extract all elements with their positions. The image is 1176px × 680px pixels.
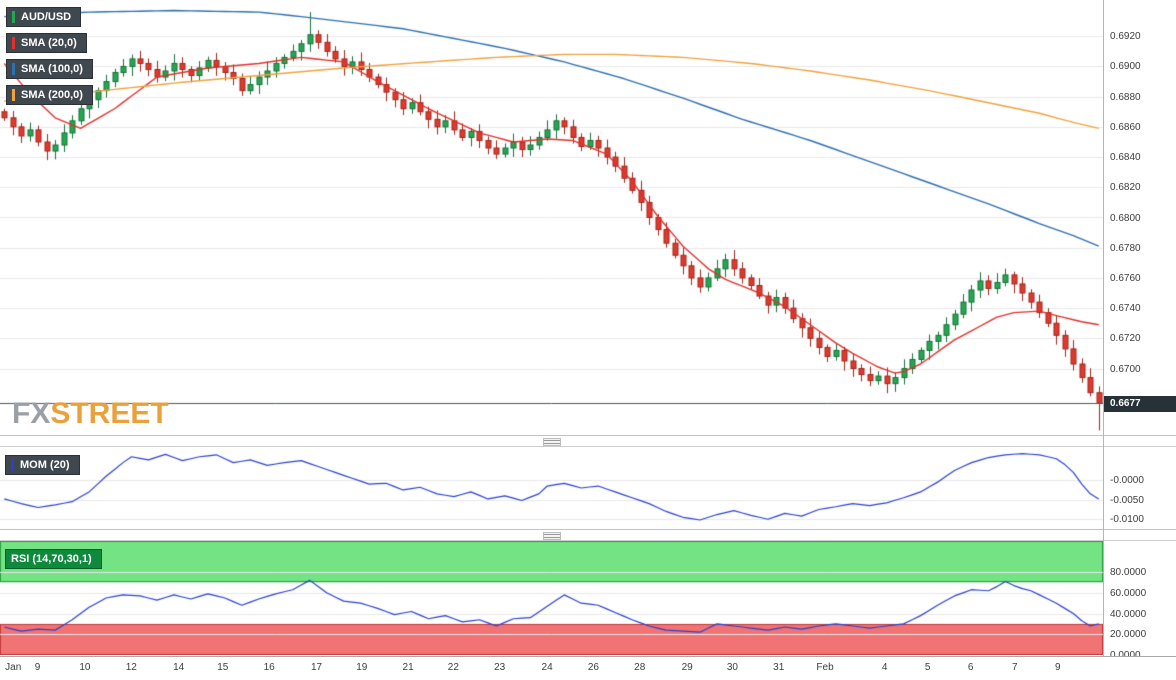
legend-label: AUD/USD <box>21 11 72 23</box>
momentum-axis[interactable]: -0.0000 -0.0050 -0.0100 <box>1104 447 1176 529</box>
price-axis[interactable]: 0.6920 0.6900 0.6880 0.6860 0.6840 0.6820 0.68… <box>1104 0 1176 435</box>
x-axis-label: 12 <box>125 662 137 673</box>
panel-separator <box>0 530 1176 540</box>
y-axis-tick: 80.0000 <box>1110 567 1147 579</box>
panel-resize-handle[interactable] <box>543 438 561 446</box>
x-axis-label: 16 <box>263 662 275 673</box>
chart-legend: AUD/USD SMA (20,0) SMA (100,0) SMA (200,… <box>6 7 93 111</box>
x-axis-label: 4 <box>881 662 888 673</box>
series-color-chip <box>12 63 15 75</box>
y-axis-tick: 0.6760 <box>1110 272 1141 284</box>
price-chart-canvas[interactable] <box>0 0 1103 435</box>
x-axis-label: 24 <box>541 662 553 673</box>
y-axis-tick: 0.6740 <box>1110 303 1141 315</box>
x-axis-label: Jan <box>5 662 22 673</box>
y-axis-tick: -0.0100 <box>1110 514 1144 526</box>
series-color-chip <box>12 11 15 23</box>
series-color-chip <box>11 459 14 471</box>
watermark-street: STREET <box>50 397 169 430</box>
x-axis-label: 28 <box>634 662 646 673</box>
y-axis-tick: 0.6820 <box>1110 182 1141 194</box>
legend-item-sma20[interactable]: SMA (20,0) <box>6 33 87 53</box>
y-axis-tick: -0.0050 <box>1110 494 1144 506</box>
fxstreet-watermark: FXSTREET <box>12 399 169 429</box>
price-panel: AUD/USD SMA (20,0) SMA (100,0) SMA (200,… <box>0 0 1176 436</box>
x-axis-label: 15 <box>217 662 229 673</box>
panel-separator <box>0 436 1176 446</box>
momentum-chart-canvas[interactable] <box>0 447 1103 529</box>
x-axis-label: 31 <box>773 662 785 673</box>
momentum-panel: MOM (20) -0.0000 -0.0050 -0.0100 <box>0 446 1176 530</box>
y-axis-tick: 40.0000 <box>1110 608 1147 620</box>
x-axis-label: 21 <box>402 662 414 673</box>
indicator-label: MOM (20) <box>20 459 70 471</box>
y-axis-tick: -0.0000 <box>1110 475 1144 487</box>
axis-divider-line <box>1103 0 1104 656</box>
y-axis-tick: 0.6860 <box>1110 121 1141 133</box>
y-axis-tick: 0.6720 <box>1110 333 1141 345</box>
rsi-indicator-badge[interactable]: RSI (14,70,30,1) <box>5 549 102 569</box>
legend-label: SMA (100,0) <box>21 63 83 75</box>
x-axis-label: 5 <box>924 662 931 673</box>
time-axis[interactable]: Jan 9 10 12 14 15 16 17 19 21 22 23 24 26 28 29 30 31 Feb 4… <box>0 656 1176 680</box>
rsi-panel: RSI (14,70,30,1) 80.0000 60.0000 40.0000 20… <box>0 540 1176 661</box>
x-axis-label: 30 <box>726 662 738 673</box>
x-axis-label: 19 <box>356 662 368 673</box>
series-color-chip <box>12 89 15 101</box>
last-price-badge: 0.6677 <box>1104 395 1176 412</box>
x-axis-label: 26 <box>587 662 599 673</box>
series-color-chip <box>12 37 15 49</box>
momentum-plot-area[interactable] <box>0 447 1103 529</box>
y-axis-tick: 0.6880 <box>1110 91 1141 103</box>
watermark-fx: FX <box>12 397 51 430</box>
panel-resize-handle[interactable] <box>543 532 561 540</box>
rsi-plot-area[interactable] <box>0 541 1103 655</box>
legend-item-sma200[interactable]: SMA (200,0) <box>6 85 93 105</box>
x-axis-label: 22 <box>447 662 459 673</box>
rsi-axis[interactable]: 80.0000 60.0000 40.0000 20.0000 0.0000 <box>1104 541 1176 661</box>
legend-label: SMA (200,0) <box>21 89 83 101</box>
price-plot-area[interactable] <box>0 0 1103 435</box>
x-axis-label: 10 <box>79 662 91 673</box>
x-axis-label: 6 <box>967 662 974 673</box>
legend-item-sma100[interactable]: SMA (100,0) <box>6 59 93 79</box>
y-axis-tick: 0.0000 <box>1110 650 1141 661</box>
rsi-chart-canvas[interactable] <box>0 541 1103 655</box>
legend-item-audusd[interactable]: AUD/USD <box>6 7 82 27</box>
momentum-indicator-badge[interactable]: MOM (20) <box>5 455 80 475</box>
y-axis-tick: 0.6700 <box>1110 363 1141 375</box>
x-axis-label: Feb <box>816 662 834 673</box>
x-axis-label: 14 <box>173 662 185 673</box>
x-axis-label: 17 <box>310 662 323 673</box>
y-axis-tick: 0.6900 <box>1110 61 1141 73</box>
y-axis-tick: 60.0000 <box>1110 587 1147 599</box>
x-axis-label: 23 <box>494 662 506 673</box>
x-axis-label: 9 <box>1054 662 1061 673</box>
y-axis-tick: 0.6840 <box>1110 152 1141 164</box>
x-axis-label: 7 <box>1011 662 1018 673</box>
y-axis-tick: 20.0000 <box>1110 629 1147 641</box>
x-axis-label: 9 <box>34 662 41 673</box>
y-axis-tick: 0.6780 <box>1110 242 1141 254</box>
y-axis-tick: 0.6800 <box>1110 212 1141 224</box>
x-axis-label: 29 <box>681 662 693 673</box>
indicator-label: RSI (14,70,30,1) <box>11 553 92 565</box>
y-axis-tick: 0.6920 <box>1110 31 1141 43</box>
legend-label: SMA (20,0) <box>21 37 77 49</box>
